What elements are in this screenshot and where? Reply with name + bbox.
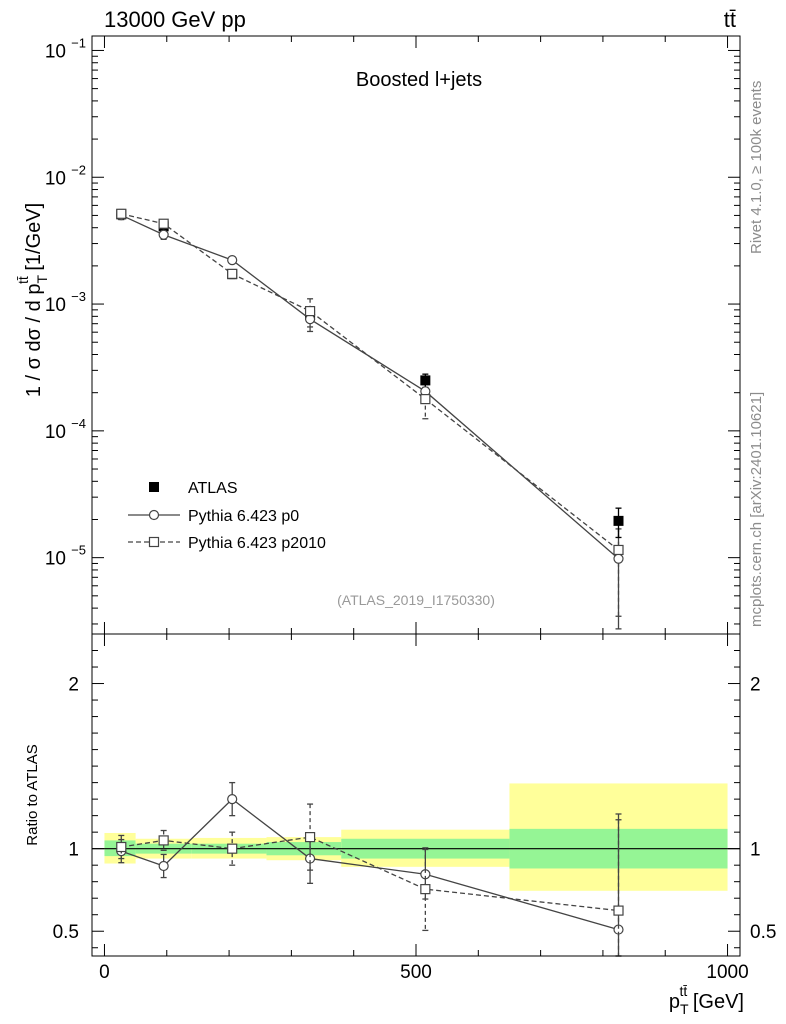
legend-entry-label: Pythia 6.423 p0	[188, 508, 299, 525]
ratio-p0-line	[121, 798, 619, 931]
y-tick-label: 10	[45, 422, 66, 443]
ratio-tick-label: 0.5	[53, 922, 79, 943]
p2010-point	[116, 208, 127, 219]
main-axes: 10 −1 10 −2 10 −3 10 −4 10 −5	[45, 35, 740, 634]
y-tick-label: 10	[45, 168, 66, 189]
x-tick-label: 500	[400, 962, 432, 983]
y-tick-exponent: −5	[71, 543, 86, 558]
p0-point	[227, 255, 238, 266]
p2010-line	[121, 213, 619, 551]
ratio-p2010-line	[121, 836, 619, 912]
energy-label: 13000 GeV pp	[104, 7, 246, 32]
ratio-plot-series	[116, 781, 624, 957]
p0-point	[613, 553, 624, 564]
y-tick-exponent: −3	[71, 289, 86, 304]
legend-entry-label: Pythia 6.423 p2010	[188, 535, 326, 552]
x-tick-label: 1000	[706, 962, 748, 983]
ratio-tick-label: 2	[68, 675, 79, 696]
ratio-tick-label-right: 0.5	[750, 922, 776, 943]
ratio-y-axis-label: Ratio to ATLAS	[24, 744, 41, 845]
p2010-point	[227, 268, 238, 279]
process-label: tt̄	[724, 7, 736, 32]
atlas-point	[420, 375, 431, 386]
y-tick-label: 10	[45, 549, 66, 570]
analysis-id: (ATLAS_2019_I1750330)	[337, 592, 495, 608]
legend-p0-marker	[148, 509, 160, 521]
ratio-p0-point	[227, 794, 238, 805]
source-label: mcplots.cern.ch [arXiv:2401.10621]	[748, 392, 765, 627]
ratio-tick-label: 1	[68, 840, 79, 861]
rivet-version-label: Rivet 4.1.0, ≥ 100k events	[748, 81, 765, 254]
y-tick-label: 10	[45, 41, 66, 62]
p0-line	[121, 214, 619, 560]
y-tick-exponent: −2	[71, 162, 86, 177]
ratio-p0-point	[158, 860, 169, 872]
y-axis-label: 1 / σ dσ / d pTtt̄ [1/GeV]	[15, 203, 50, 397]
ratio-tick-label-right: 2	[750, 675, 761, 696]
legend: ATLAS Pythia 6.423 p0 Pythia 6.423 p2010	[128, 480, 326, 552]
atlas-point	[613, 515, 624, 526]
p2010-point	[613, 544, 624, 556]
ratio-p2010-point	[304, 832, 316, 843]
ratio-p2010-point	[227, 843, 238, 854]
x-axis-label: pTtt̄ [GeV]	[669, 983, 744, 1017]
ratio-p2010-point	[613, 905, 624, 916]
y-tick-label: 10	[45, 295, 66, 316]
y-tick-exponent: −4	[71, 416, 86, 431]
y-tick-exponent: −1	[71, 35, 86, 50]
plot-title: Boosted l+jets	[356, 69, 482, 91]
ratio-p2010-point	[158, 835, 169, 846]
legend-entry-label: ATLAS	[188, 480, 238, 497]
x-tick-label: 0	[99, 962, 110, 983]
main-plot-series	[116, 208, 624, 630]
legend-atlas-marker	[149, 482, 159, 492]
ratio-p2010-point	[420, 884, 431, 895]
legend-p2010-marker	[148, 536, 160, 548]
ratio-plot-area	[92, 783, 740, 891]
p2010-point	[420, 394, 431, 405]
ratio-p2010-point	[116, 841, 127, 853]
ratio-tick-label-right: 1	[750, 840, 761, 861]
p2010-point	[304, 305, 316, 317]
p0-point	[158, 229, 169, 240]
p2010-point	[158, 218, 169, 229]
